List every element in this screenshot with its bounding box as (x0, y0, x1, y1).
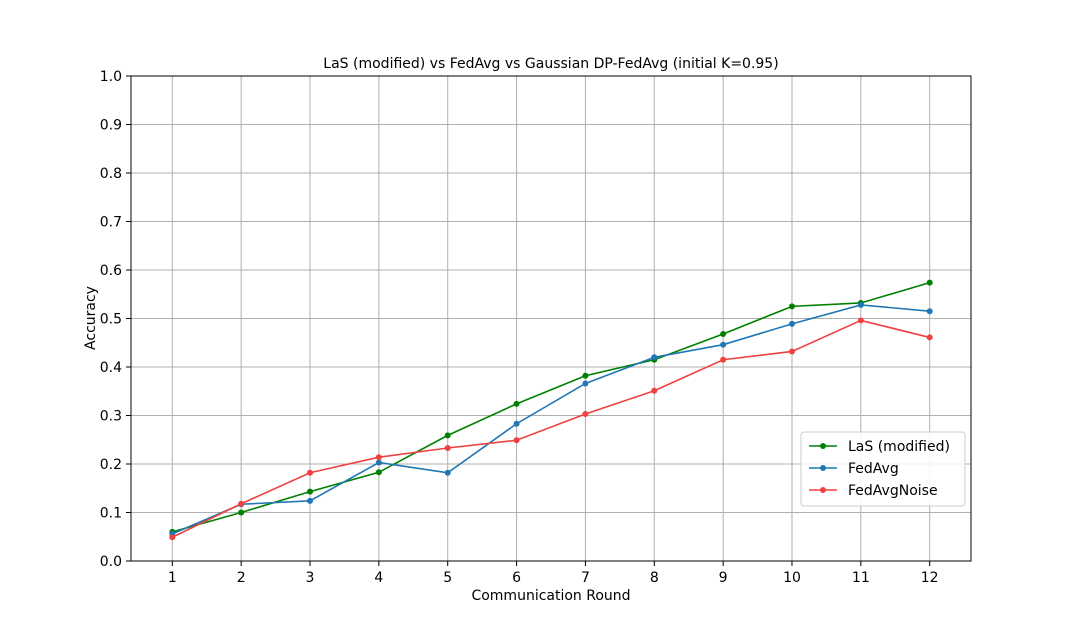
x-tick-label: 5 (443, 570, 452, 586)
x-tick-label: 3 (306, 570, 315, 586)
data-point-fedavgnoise (169, 534, 176, 541)
chart-title: LaS (modified) vs FedAvg vs Gaussian DP-… (323, 56, 778, 72)
legend: LaS (modified) FedAvg FedAvgNoise (800, 431, 966, 507)
data-point-las-modified (513, 400, 520, 407)
data-point-las-modified (720, 331, 727, 338)
data-point-fedavgnoise (788, 348, 795, 355)
data-point-fedavg (582, 380, 589, 387)
data-point-fedavgnoise (513, 437, 520, 444)
data-point-fedavgnoise (720, 356, 727, 363)
x-tick-label: 6 (512, 570, 521, 586)
data-point-las-modified (307, 488, 314, 495)
y-tick-label: 0.4 (100, 360, 122, 376)
data-point-fedavg (444, 469, 451, 476)
x-tick-label: 12 (921, 570, 939, 586)
data-point-las-modified (444, 432, 451, 439)
x-tick-label: 2 (237, 570, 246, 586)
data-point-fedavg (651, 354, 658, 361)
series-layer (169, 279, 933, 541)
y-tick-label: 0.7 (100, 215, 122, 231)
data-point-fedavgnoise (857, 317, 864, 324)
data-point-fedavg (788, 320, 795, 327)
x-tick-label: 9 (719, 570, 728, 586)
y-tick-label: 0.0 (100, 554, 122, 570)
series-fedavgnoise (169, 317, 933, 541)
data-point-fedavg (513, 420, 520, 427)
y-axis-label: Accuracy (83, 286, 99, 350)
y-axis: 0.0 0.1 0.2 0.3 0.4 0.5 0.6 0.7 0.8 0.9 1.0 (100, 69, 131, 570)
x-tick-label: 1 (168, 570, 177, 586)
data-point-las-modified (238, 509, 245, 516)
x-tick-label: 7 (581, 570, 590, 586)
series-line-fedavg (171, 304, 930, 535)
series-line-fedavgnoise (171, 319, 930, 538)
y-tick-label: 0.9 (100, 118, 122, 134)
legend-item-fedavg: FedAvg (809, 461, 899, 477)
x-tick-label: 10 (783, 570, 801, 586)
data-point-fedavg (720, 341, 727, 348)
data-point-las-modified (926, 279, 933, 286)
legend-item-fedavgnoise: FedAvgNoise (809, 483, 938, 499)
legend-label: LaS (modified) (848, 439, 950, 455)
data-point-las-modified (375, 469, 382, 476)
data-point-fedavgnoise (582, 411, 589, 418)
data-point-fedavg (307, 497, 314, 504)
series-line-las-modified (172, 281, 930, 533)
legend-marker (820, 443, 826, 449)
x-tick-label: 8 (650, 570, 659, 586)
data-point-fedavg (857, 301, 864, 308)
x-axis: 1 2 3 4 5 6 7 8 9 10 11 12 (168, 561, 939, 586)
data-point-fedavg (375, 459, 382, 466)
data-point-fedavgnoise (926, 334, 933, 341)
y-tick-label: 0.6 (100, 263, 122, 279)
legend-box (800, 431, 966, 507)
data-point-las-modified (788, 303, 795, 310)
data-point-fedavgnoise (651, 387, 658, 394)
x-axis-label: Communication Round (471, 588, 630, 604)
y-tick-label: 0.8 (100, 166, 122, 182)
data-point-fedavgnoise (375, 454, 382, 461)
legend-label: FedAvg (848, 461, 899, 477)
data-point-fedavgnoise (307, 469, 314, 476)
legend-item-las-modified: LaS (modified) (809, 439, 950, 455)
legend-label: FedAvgNoise (848, 483, 938, 499)
y-tick-label: 0.1 (100, 506, 122, 522)
data-point-fedavgnoise (444, 444, 451, 451)
x-tick-label: 11 (852, 570, 870, 586)
y-tick-label: 0.5 (100, 312, 122, 328)
legend-marker (820, 487, 826, 493)
x-tick-label: 4 (374, 570, 383, 586)
data-point-fedavgnoise (238, 500, 245, 507)
y-tick-label: 0.3 (100, 409, 122, 425)
data-point-las-modified (582, 372, 589, 379)
legend-marker (820, 465, 826, 471)
y-tick-label: 1.0 (100, 69, 122, 85)
y-tick-label: 0.2 (100, 457, 122, 473)
data-point-fedavg (926, 308, 933, 315)
